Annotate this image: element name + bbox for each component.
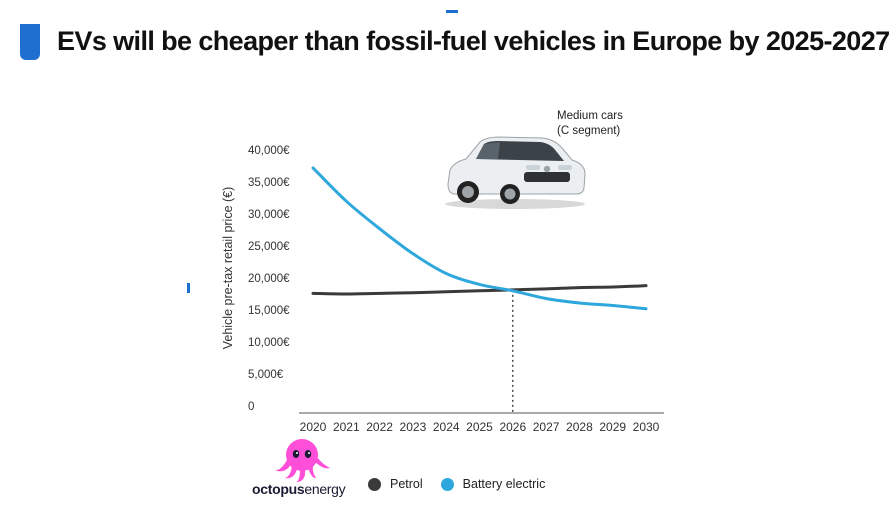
legend-label-petrol: Petrol	[390, 477, 423, 491]
car-segment-line1: Medium cars	[557, 110, 623, 122]
page-title: EVs will be cheaper than fossil-fuel veh…	[57, 26, 890, 56]
x-tick-label: 2024	[433, 420, 460, 434]
brand-wordmark: octopusenergy	[252, 481, 346, 497]
y-tick-label: 10,000€	[248, 337, 290, 349]
y-tick-label: 0	[248, 401, 254, 413]
x-tick-label: 2029	[599, 420, 626, 434]
series-line-ev	[311, 166, 648, 311]
x-tick-label: 2020	[300, 420, 327, 434]
x-tick-label: 2027	[533, 420, 560, 434]
y-axis-label: Vehicle pre-tax retail price (€)	[221, 187, 235, 350]
y-tick-label: 20,000€	[248, 273, 290, 285]
x-tick-label: 2030	[633, 420, 660, 434]
legend-dot-petrol	[368, 477, 381, 491]
legend-dot-battery-electric	[440, 477, 454, 491]
x-tick-label: 2023	[400, 420, 427, 434]
y-tick-label: 30,000€	[248, 209, 290, 221]
car-image	[445, 136, 586, 209]
x-axis-ticks: 2020 2021 2022 2023 2024 2025 2026 2027 2028 2029…	[300, 420, 660, 434]
title-accent-marker	[20, 24, 40, 60]
series-line-petrol	[311, 284, 648, 296]
car-segment-label: Medium cars (C segment)	[557, 109, 623, 139]
y-tick-label: 25,000€	[248, 241, 290, 253]
x-tick-label: 2022	[366, 420, 393, 434]
legend-item-petrol: Petrol	[368, 477, 423, 491]
y-tick-label: 40,000€	[248, 145, 290, 157]
y-tick-label: 35,000€	[248, 177, 290, 189]
brand-wordmark-part1: octopus	[252, 481, 305, 497]
x-tick-label: 2021	[333, 420, 360, 434]
y-tick-label: 15,000€	[248, 305, 290, 317]
chart-legend: Petrol Battery electric	[368, 477, 563, 491]
side-accent-mark	[187, 283, 190, 293]
x-tick-label: 2025	[466, 420, 493, 434]
car-segment-line2: (C segment)	[557, 125, 621, 137]
legend-label-battery-electric: Battery electric	[462, 477, 546, 491]
x-tick-label: 2028	[566, 420, 593, 434]
brand-wordmark-part2: energy	[304, 481, 346, 497]
top-accent-dash	[446, 10, 458, 13]
y-tick-label: 5,000€	[248, 369, 284, 381]
octopus-logo	[274, 439, 330, 482]
x-tick-label: 2026	[499, 420, 526, 434]
legend-item-battery-electric: Battery electric	[440, 477, 546, 491]
y-axis-ticks: 0 5,000€ 10,000€ 15,000€ 20,000€ 25,000€ 30,00…	[248, 145, 290, 413]
